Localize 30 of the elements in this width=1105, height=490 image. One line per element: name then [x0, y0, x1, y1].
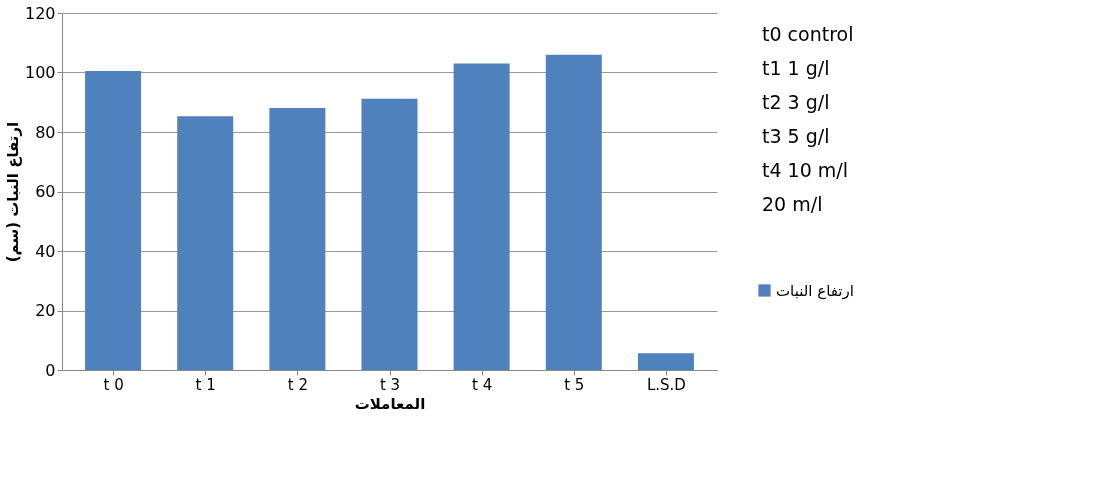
- y-tick-label: 20: [35, 301, 56, 320]
- bar: [637, 353, 694, 370]
- text: t1 1 g/l: [762, 57, 830, 79]
- bar: [453, 63, 510, 370]
- x-axis-title: المعاملات: [354, 394, 426, 413]
- x-tick-label: L.S.D: [646, 375, 686, 394]
- text: t2 3 g/l: [762, 91, 830, 113]
- text: t3 5 g/l: [762, 125, 830, 147]
- y-tick-label: 60: [35, 182, 56, 201]
- y-tick-label: 100: [24, 63, 56, 82]
- x-tick-label: t 3: [379, 375, 401, 394]
- x-tick-label: t 0: [103, 375, 124, 394]
- bar: [269, 107, 326, 370]
- x-tick-label: t 1: [195, 375, 216, 394]
- text: t4 10 m/l: [762, 159, 848, 181]
- bar: [361, 98, 418, 370]
- x-tick-label: t 5: [564, 375, 585, 394]
- text: 20 m/l: [762, 193, 823, 215]
- x-tick-label: t 2: [287, 375, 308, 394]
- y-tick-label: 40: [35, 241, 56, 261]
- y-tick-label: 120: [24, 3, 56, 23]
- legend-label: ارتفاع النبات: [776, 281, 854, 300]
- x-tick-label: t 4: [472, 375, 493, 394]
- y-tick-label: 80: [35, 122, 56, 142]
- bar: [85, 71, 142, 370]
- bar: [177, 116, 234, 370]
- text: t0 control: [762, 23, 854, 45]
- y-axis-title: ارتفاع النبات (سم): [3, 121, 22, 263]
- y-tick-label: 0: [45, 360, 56, 380]
- bar: [545, 54, 602, 370]
